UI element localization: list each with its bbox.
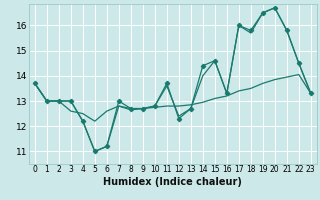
X-axis label: Humidex (Indice chaleur): Humidex (Indice chaleur) [103,177,242,187]
